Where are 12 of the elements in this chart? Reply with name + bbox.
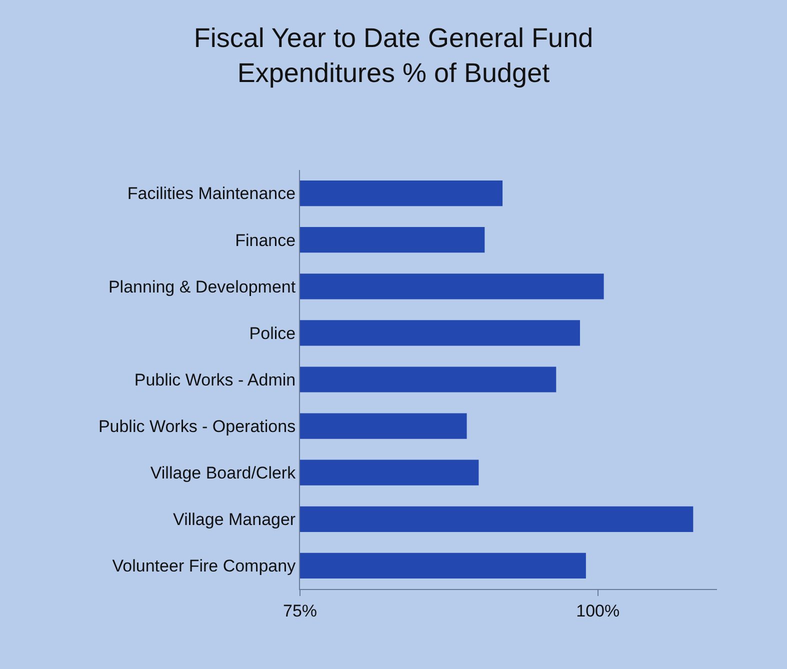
y-tick-label: Planning & Development xyxy=(108,277,296,296)
y-tick-label: Public Works - Operations xyxy=(98,417,296,436)
y-tick-label: Volunteer Fire Company xyxy=(112,556,296,576)
y-tick-label: Village Board/Clerk xyxy=(150,464,296,483)
y-tick-label: Finance xyxy=(235,230,296,250)
y-tick-label: Public Works - Admin xyxy=(134,370,296,390)
chart-title: Fiscal Year to Date General Fund Expenditures % of Budget xyxy=(194,22,594,88)
y-tick-label: Facilities Maintenance xyxy=(127,184,296,204)
y-tick-label: Village Manager xyxy=(173,510,296,530)
x-tick-label: 100% xyxy=(576,601,620,620)
x-tick-label: 75% xyxy=(282,601,318,620)
y-tick-label: Police xyxy=(249,324,296,343)
